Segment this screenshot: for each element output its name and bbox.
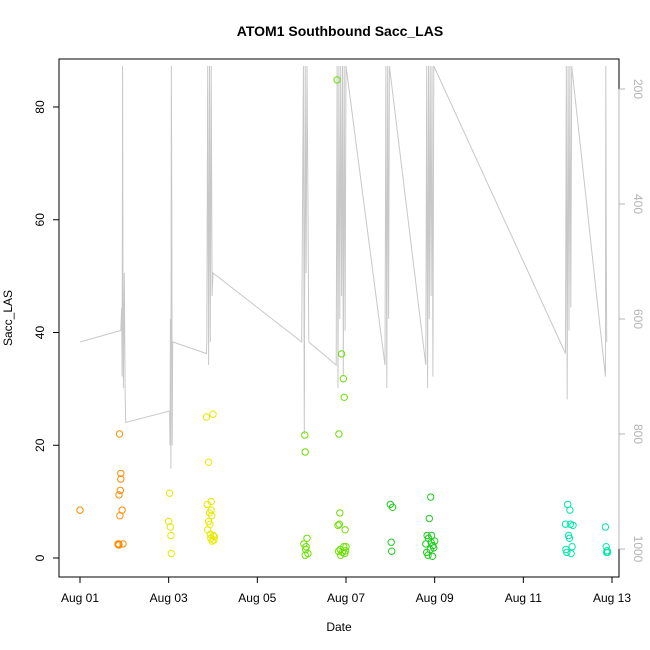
data-point bbox=[302, 543, 310, 551]
right-y-tick-label: 1000 bbox=[631, 536, 645, 563]
data-point bbox=[334, 547, 343, 555]
data-point bbox=[303, 534, 311, 542]
data-point bbox=[209, 410, 217, 418]
right-y-tick-label: 800 bbox=[631, 424, 645, 444]
data-point bbox=[301, 431, 309, 439]
data-point bbox=[76, 506, 84, 514]
data-point bbox=[210, 532, 219, 541]
data-point bbox=[167, 531, 175, 540]
data-point bbox=[204, 458, 213, 466]
data-point bbox=[166, 523, 175, 531]
data-point bbox=[336, 509, 344, 517]
right-y-tick-label: 600 bbox=[631, 309, 645, 329]
data-point bbox=[425, 514, 433, 523]
data-point bbox=[115, 541, 123, 549]
data-point bbox=[206, 520, 214, 528]
data-point bbox=[387, 538, 395, 546]
data-point bbox=[207, 506, 215, 514]
data-point bbox=[301, 448, 309, 456]
profile-line bbox=[79, 65, 608, 469]
data-point bbox=[337, 350, 346, 358]
data-point bbox=[566, 506, 574, 514]
data-point bbox=[431, 537, 439, 545]
data-point bbox=[428, 552, 437, 560]
x-tick-label: Aug 09 bbox=[416, 591, 454, 605]
data-point bbox=[563, 548, 571, 557]
y-axis: 0 20 40 60 80 bbox=[33, 100, 60, 561]
data-point bbox=[167, 549, 176, 558]
chart-title: ATOM1 Southbound Sacc_LAS bbox=[237, 23, 443, 39]
data-point bbox=[341, 547, 350, 555]
data-point bbox=[565, 534, 574, 542]
data-point bbox=[335, 520, 343, 528]
x-tick-label: Aug 13 bbox=[593, 591, 631, 605]
y-tick-label: 60 bbox=[33, 213, 47, 227]
x-tick-label: Aug 03 bbox=[150, 591, 188, 605]
data-point bbox=[568, 543, 576, 551]
right-y-axis: 200 400 600 800 1000 bbox=[618, 79, 645, 563]
data-point bbox=[334, 521, 342, 529]
data-point bbox=[118, 506, 126, 514]
data-point bbox=[567, 549, 575, 558]
data-point bbox=[207, 497, 215, 506]
data-point bbox=[342, 543, 350, 551]
y-tick-label: 80 bbox=[33, 100, 47, 114]
data-point bbox=[210, 536, 218, 544]
right-y-tick-label: 400 bbox=[631, 194, 645, 214]
data-point bbox=[427, 531, 436, 540]
data-point bbox=[302, 545, 310, 554]
data-point bbox=[304, 549, 312, 558]
x-axis: Aug 01 Aug 03 Aug 05 Aug 07 Aug 09 Aug 11 Aug … bbox=[61, 576, 631, 605]
data-point bbox=[340, 543, 348, 551]
data-point bbox=[569, 521, 577, 529]
data-point bbox=[115, 491, 123, 499]
data-point bbox=[341, 526, 349, 534]
x-tick-label: Aug 01 bbox=[61, 591, 99, 605]
x-tick-label: Aug 05 bbox=[238, 591, 276, 605]
data-point bbox=[333, 76, 341, 84]
data-point bbox=[335, 430, 343, 438]
x-tick-label: Aug 11 bbox=[505, 591, 542, 605]
data-point bbox=[388, 547, 396, 555]
right-y-tick-label: 200 bbox=[631, 79, 645, 99]
data-point bbox=[340, 393, 348, 401]
data-point bbox=[601, 523, 610, 531]
secondary-profile-lines bbox=[79, 65, 608, 469]
x-tick-label: Aug 07 bbox=[327, 591, 365, 605]
y-tick-label: 20 bbox=[33, 438, 47, 452]
data-point bbox=[117, 475, 125, 483]
data-point bbox=[117, 469, 125, 478]
scatter-points bbox=[76, 76, 612, 560]
y-tick-label: 0 bbox=[33, 554, 47, 561]
data-point bbox=[209, 531, 218, 540]
y-axis-label: Sacc_LAS bbox=[1, 290, 15, 346]
data-point bbox=[388, 503, 397, 511]
data-point bbox=[116, 486, 125, 495]
data-point bbox=[339, 375, 347, 383]
x-axis-label: Date bbox=[326, 620, 352, 634]
data-point bbox=[119, 540, 127, 548]
y-tick-label: 40 bbox=[33, 326, 47, 340]
data-point bbox=[562, 545, 570, 554]
data-point bbox=[208, 537, 216, 545]
data-point bbox=[202, 413, 211, 421]
data-point bbox=[603, 548, 612, 557]
data-point bbox=[427, 493, 435, 501]
data-point bbox=[165, 489, 174, 497]
data-point bbox=[430, 544, 438, 552]
data-point bbox=[561, 520, 570, 528]
data-point bbox=[208, 512, 216, 520]
data-point bbox=[115, 430, 124, 438]
